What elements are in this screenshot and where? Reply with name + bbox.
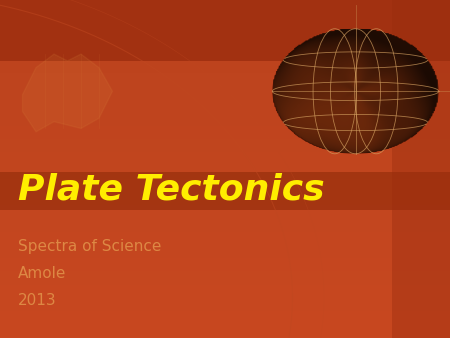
Text: Spectra of Science: Spectra of Science bbox=[18, 239, 162, 254]
Bar bbox=[392, 0, 450, 338]
Bar bbox=[0, 172, 450, 210]
Polygon shape bbox=[22, 54, 112, 132]
Circle shape bbox=[272, 29, 439, 154]
Text: 2013: 2013 bbox=[18, 293, 57, 308]
Bar bbox=[0, 0, 450, 61]
Text: Plate Tectonics: Plate Tectonics bbox=[18, 172, 324, 206]
Text: Amole: Amole bbox=[18, 266, 67, 281]
